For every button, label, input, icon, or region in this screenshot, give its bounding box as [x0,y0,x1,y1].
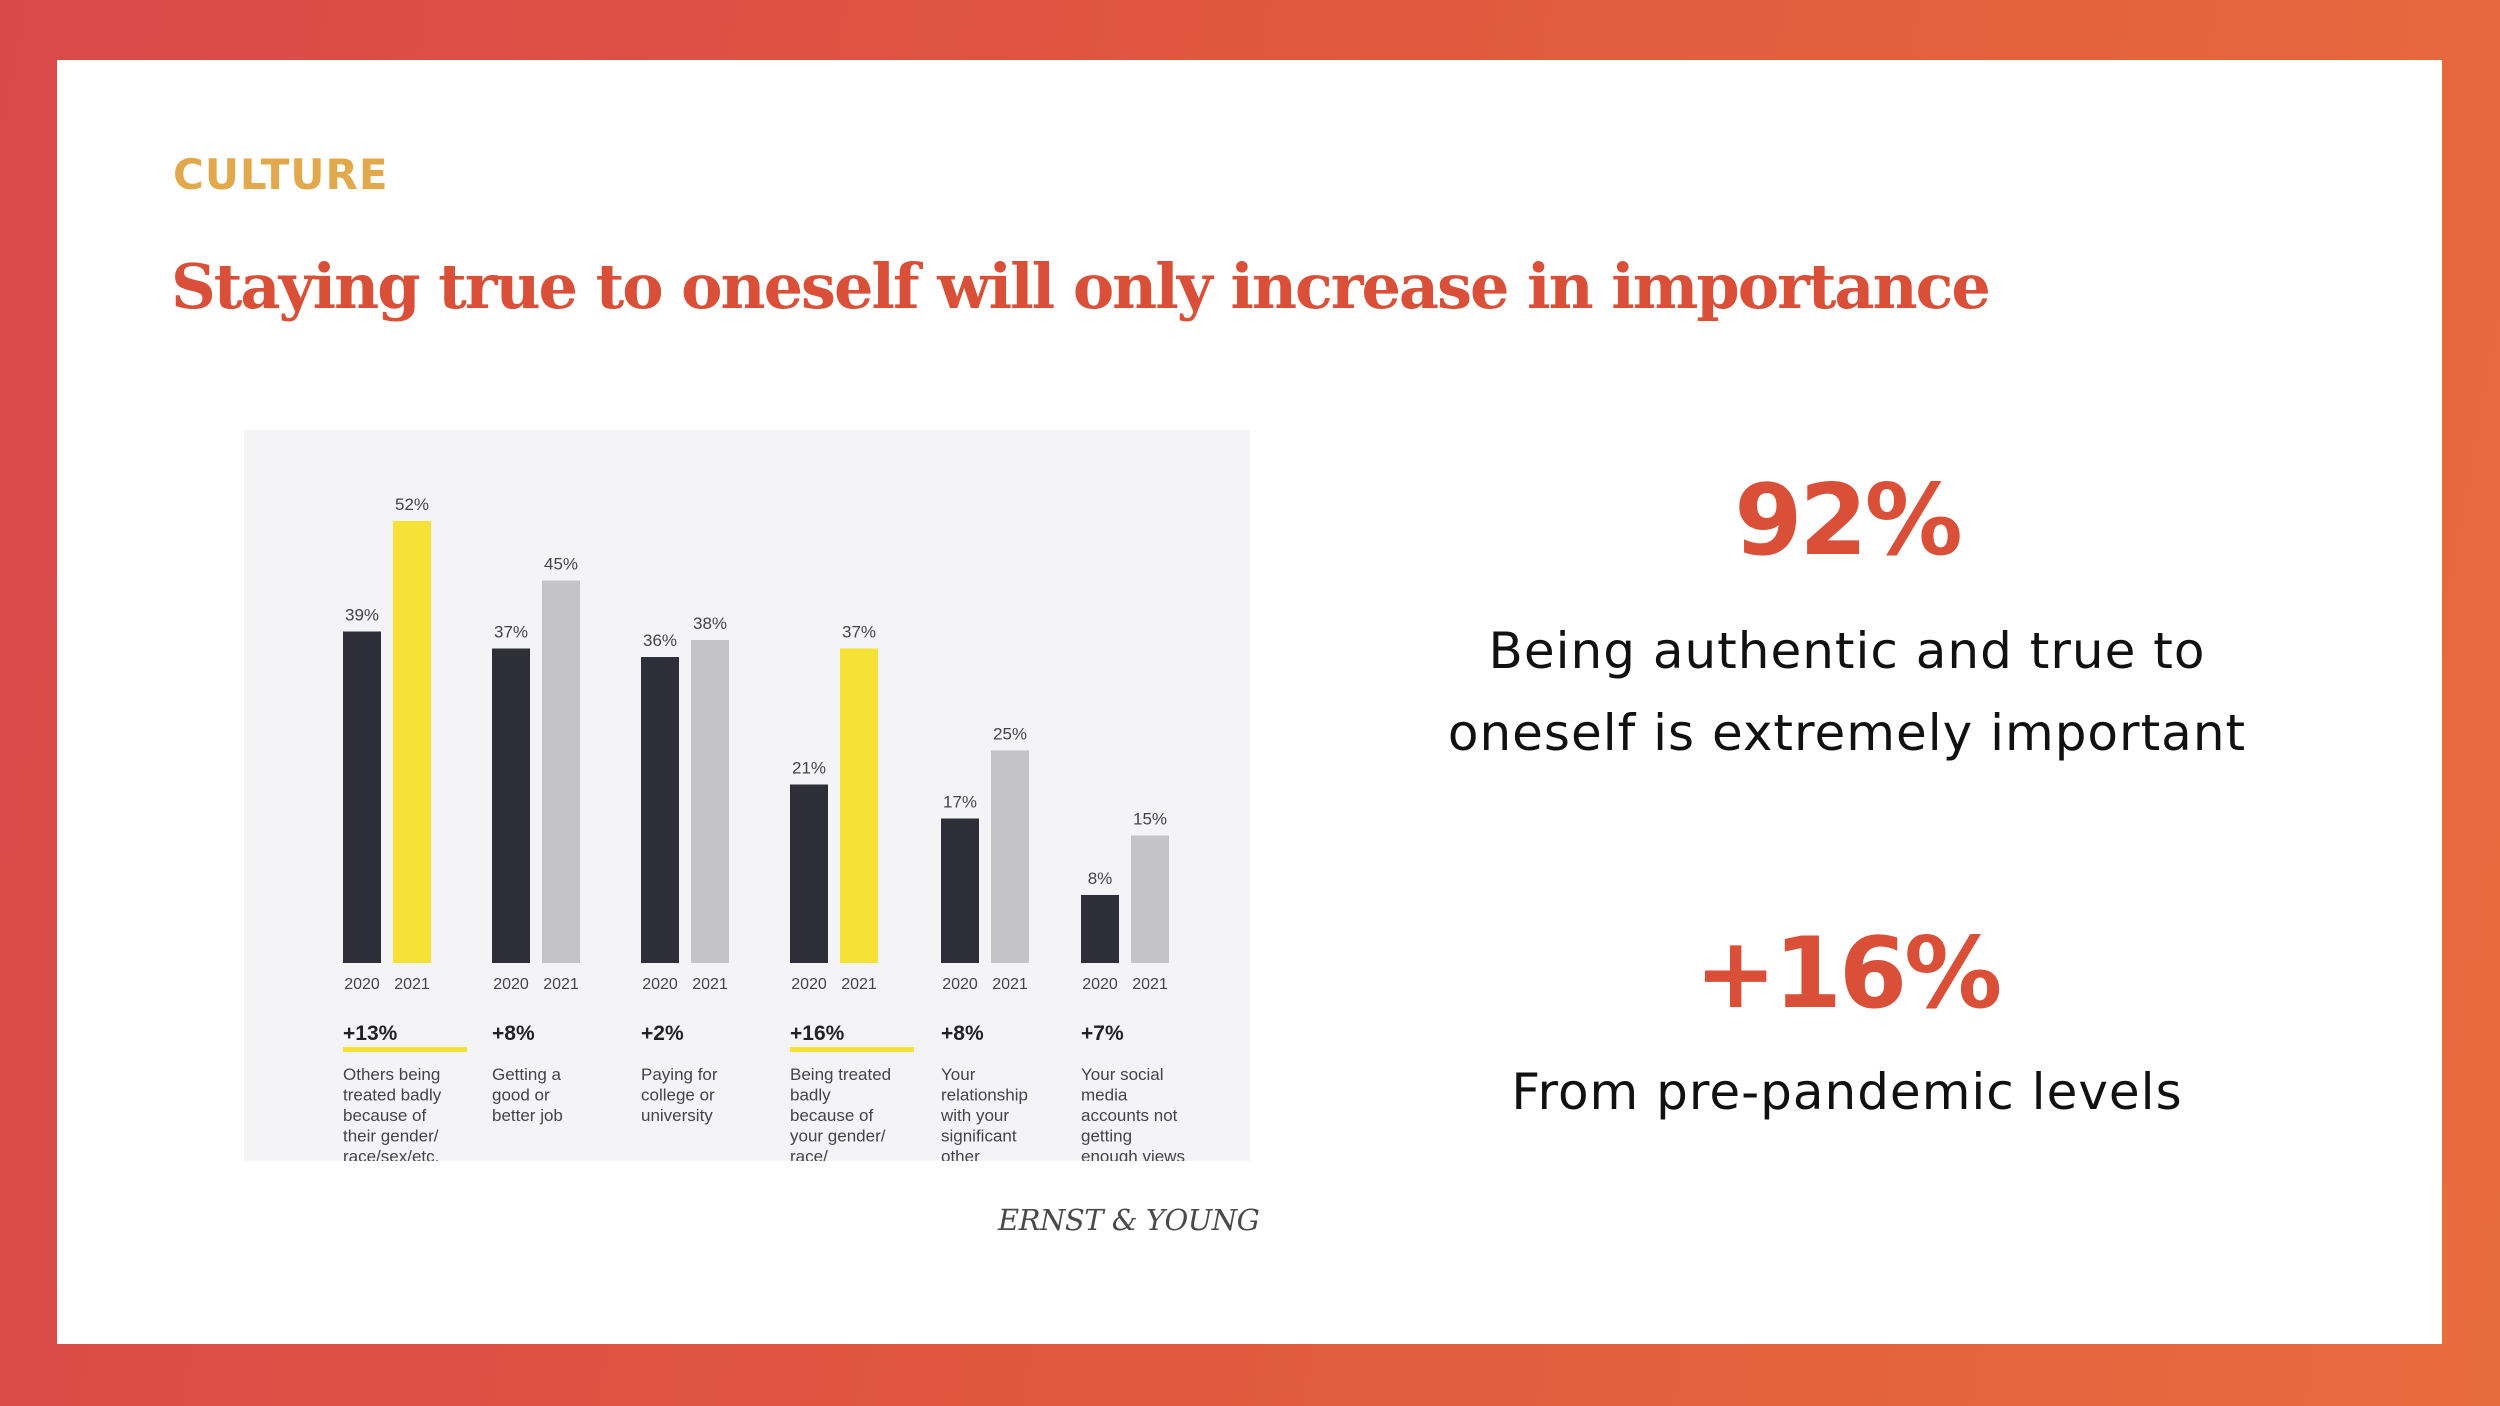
data-label: 37% [842,623,876,642]
category-label-line: Others being [343,1065,440,1084]
category-label-line: Being treated [790,1065,891,1084]
bar-chart-panel: 39% 2020 52% 2021 +13% Others being treated ba… [244,430,1250,1161]
data-label: 52% [395,495,429,514]
year-tick-label: 2020 [344,976,380,993]
stat-caption: From pre-pandemic levels [1297,1051,2397,1133]
bar-2021 [991,750,1029,963]
change-label: +13% [343,1022,398,1045]
bar-2020 [941,818,979,963]
change-label: +16% [790,1022,845,1045]
data-label: 45% [544,555,578,574]
bar-2020 [641,657,679,963]
year-tick-label: 2021 [543,976,579,993]
highlight-underline [790,1047,914,1052]
category-label-line: with your [940,1106,1009,1125]
category-label-line: other [941,1147,980,1161]
year-tick-label: 2021 [692,976,728,993]
category-label-line: university [641,1106,713,1125]
data-label: 8% [1088,869,1113,888]
logo-text: ERNST & YOUNG [998,1203,1260,1237]
category-label-line: enough views [1081,1147,1185,1161]
stat-caption-line: oneself is extremely important [1447,704,2247,762]
bar-2021 [542,580,580,963]
year-tick-label: 2020 [942,976,978,993]
data-label: 39% [345,606,379,625]
category-label-line: their gender/ [343,1127,439,1146]
data-label: 17% [943,793,977,812]
change-label: +2% [641,1022,684,1045]
category-label-line: getting [1081,1127,1132,1146]
year-tick-label: 2021 [992,976,1028,993]
year-tick-label: 2021 [394,976,430,993]
category-label-line: good or [492,1086,550,1105]
data-label: 21% [792,759,826,778]
year-tick-label: 2020 [791,976,827,993]
data-label: 38% [693,614,727,633]
category-label-line: badly [790,1086,831,1105]
bar-2021 [393,521,431,963]
bar-2020 [1081,895,1119,963]
category-label-line: because of [343,1106,426,1125]
bar-2021 [840,648,878,963]
stat-caption-line: Being authentic and true to [1488,622,2206,680]
year-tick-label: 2021 [1132,976,1168,993]
category-label-line: treated badly [343,1086,442,1105]
bar-2021 [691,640,729,963]
data-label: 36% [643,631,677,650]
data-label: 25% [993,725,1027,744]
year-tick-label: 2020 [493,976,529,993]
bar-2020 [343,631,381,963]
change-label: +8% [941,1022,984,1045]
slide-title: Staying true to oneself will only increa… [171,250,1991,323]
stat-value: +16% [1694,917,2003,1031]
year-tick-label: 2021 [841,976,877,993]
bar-2020 [492,648,530,963]
category-label-line: because of [790,1106,873,1125]
ernst-young-logo: ERNST & YOUNG [983,1195,1260,1245]
category-label-line: better job [492,1106,563,1125]
category-label-line: college or [641,1086,715,1105]
stat-value: 92% [1734,464,1963,578]
year-tick-label: 2020 [642,976,678,993]
category-label-line: media [1081,1086,1128,1105]
slide: CULTURE Staying true to oneself will onl… [57,60,2442,1344]
section-eyebrow: CULTURE [173,150,389,199]
change-label: +7% [1081,1022,1124,1045]
data-label: 37% [494,623,528,642]
category-label-line: relationship [941,1086,1028,1105]
category-label-line: your gender/ [790,1127,886,1146]
category-label-line: Paying for [641,1065,718,1084]
bar-2020 [790,784,828,963]
ey-logo-mark-icon [983,1206,989,1234]
category-label-line: accounts not [1081,1106,1178,1125]
stat-caption: Being authentic and true to oneself is e… [1297,610,2397,774]
data-label: 15% [1133,810,1167,829]
bar-chart: 39% 2020 52% 2021 +13% Others being treated ba… [343,495,1185,1161]
highlight-underline [343,1047,467,1052]
category-label-line: race/sex/etc. [343,1147,439,1161]
bar-2021 [1131,835,1169,963]
stat-caption-line: From pre-pandemic levels [1511,1063,2183,1121]
category-label-line: Getting a [492,1065,562,1084]
stat-increase: +16% From pre-pandemic levels [1297,925,2397,1133]
change-label: +8% [492,1022,535,1045]
year-tick-label: 2020 [1082,976,1118,993]
category-label-line: race/ [790,1147,828,1161]
category-label-line: Your social [1081,1065,1164,1084]
category-label-line: Your [941,1065,976,1084]
stat-authenticity: 92% Being authentic and true to oneself … [1297,472,2397,774]
category-label-line: significant [941,1127,1017,1146]
